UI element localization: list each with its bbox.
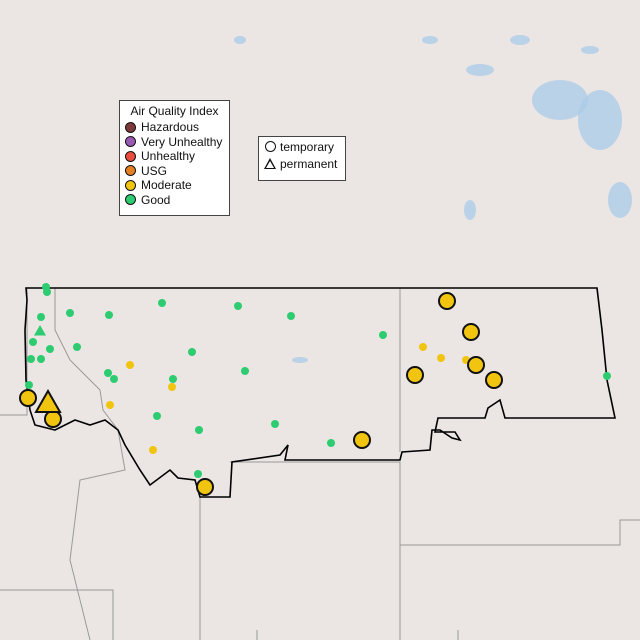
temporary-monitor-marker[interactable] (106, 401, 114, 409)
lake (510, 35, 530, 45)
triangle-icon (264, 158, 276, 169)
lake (422, 36, 438, 44)
temporary-monitor-marker[interactable] (158, 299, 166, 307)
temporary-monitor-marker[interactable] (110, 375, 118, 383)
temporary-monitor-marker[interactable] (327, 439, 335, 447)
utah-border (0, 589, 459, 640)
temporary-monitor-marker[interactable] (37, 355, 45, 363)
wyoming-border (199, 461, 401, 640)
lake (234, 36, 246, 44)
temporary-monitor-marker[interactable] (241, 367, 249, 375)
temporary-monitor-marker[interactable] (25, 381, 33, 389)
legend-label: Very Unhealthy (141, 134, 223, 149)
lake (532, 80, 588, 120)
monitor-markers (19, 283, 611, 496)
legend-item-good: Good (120, 193, 229, 208)
aqi-swatch-icon (125, 165, 136, 177)
lake (578, 90, 622, 150)
legend-label: Good (141, 192, 171, 207)
aqi-swatch-icon (125, 194, 136, 206)
temporary-monitor-marker[interactable] (27, 355, 35, 363)
temporary-monitor-marker[interactable] (437, 354, 445, 362)
temporary-monitor-marker[interactable] (66, 309, 74, 317)
legend-item-usg: USG (120, 164, 229, 179)
legend-item-moderate: Moderate (120, 178, 229, 193)
temporary-monitor-marker[interactable] (603, 372, 611, 380)
idaho-border (0, 288, 126, 640)
temporary-monitor-marker[interactable] (485, 371, 503, 389)
lake (464, 200, 476, 220)
legend-item-unhealthy: Unhealthy (120, 149, 229, 164)
temporary-monitor-marker[interactable] (467, 356, 485, 374)
temporary-monitor-marker[interactable] (195, 426, 203, 434)
permanent-monitor-marker[interactable] (34, 325, 46, 336)
temporary-monitor-marker[interactable] (271, 420, 279, 428)
temporary-monitor-marker[interactable] (287, 312, 295, 320)
lakes (234, 35, 632, 363)
permanent-monitor-marker[interactable] (34, 388, 62, 413)
temporary-monitor-marker[interactable] (406, 366, 424, 384)
montana-north-dakota-outline (24, 287, 616, 498)
aqi-swatch-icon (125, 121, 136, 133)
legend-label: Hazardous (141, 120, 200, 135)
legend-item-hazardous: Hazardous (120, 120, 229, 135)
legend-label: Moderate (141, 178, 192, 193)
legend-item-temporary: temporary (259, 137, 345, 154)
aqi-swatch-icon (125, 150, 136, 162)
temporary-monitor-marker[interactable] (46, 345, 54, 353)
temporary-monitor-marker[interactable] (438, 292, 456, 310)
temporary-monitor-marker[interactable] (126, 361, 134, 369)
aqi-legend-title: Air Quality Index (130, 104, 219, 118)
circle-icon (264, 141, 276, 152)
temporary-monitor-marker[interactable] (419, 343, 427, 351)
temporary-monitor-marker[interactable] (196, 478, 214, 496)
temporary-monitor-marker[interactable] (379, 331, 387, 339)
legend-label: Unhealthy (141, 149, 196, 164)
lake (581, 46, 599, 54)
temporary-monitor-marker[interactable] (188, 348, 196, 356)
temporary-monitor-marker[interactable] (169, 375, 177, 383)
temporary-monitor-marker[interactable] (153, 412, 161, 420)
legend-label: temporary (280, 139, 335, 154)
temporary-monitor-marker[interactable] (234, 302, 242, 310)
legend-item-permanent: permanent (259, 154, 345, 171)
temporary-monitor-marker[interactable] (104, 369, 112, 377)
lake (466, 64, 494, 76)
temporary-monitor-marker[interactable] (43, 288, 51, 296)
temporary-monitor-marker[interactable] (149, 446, 157, 454)
monitor-type-legend: temporary permanent (258, 136, 346, 181)
legend-item-very-unhealthy: Very Unhealthy (120, 135, 229, 150)
temporary-monitor-marker[interactable] (29, 338, 37, 346)
aqi-swatch-icon (125, 136, 136, 148)
south-dakota-border (400, 519, 640, 546)
temporary-monitor-marker[interactable] (44, 410, 62, 428)
state-borders (0, 288, 640, 640)
temporary-monitor-marker[interactable] (73, 343, 81, 351)
temporary-monitor-marker[interactable] (194, 470, 202, 478)
temporary-monitor-marker[interactable] (19, 389, 37, 407)
temporary-monitor-marker[interactable] (37, 313, 45, 321)
temporary-monitor-marker[interactable] (462, 323, 480, 341)
aqi-legend: Air Quality Index Hazardous Very Unhealth… (119, 100, 230, 216)
aqi-swatch-icon (125, 179, 136, 191)
legend-label: USG (141, 163, 168, 178)
temporary-monitor-marker[interactable] (168, 383, 176, 391)
lake (292, 357, 308, 363)
temporary-monitor-marker[interactable] (353, 431, 371, 449)
lake (608, 182, 632, 218)
legend-label: permanent (280, 156, 338, 171)
temporary-monitor-marker[interactable] (105, 311, 113, 319)
